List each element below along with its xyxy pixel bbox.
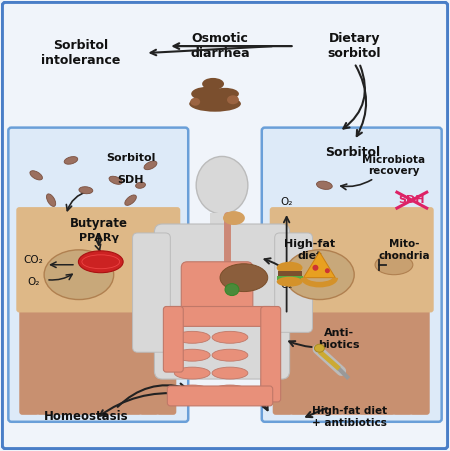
Text: Sorbitol: Sorbitol <box>324 146 380 159</box>
FancyBboxPatch shape <box>307 307 327 415</box>
FancyBboxPatch shape <box>167 307 273 327</box>
Ellipse shape <box>227 95 239 104</box>
Ellipse shape <box>212 349 248 361</box>
FancyBboxPatch shape <box>270 207 434 313</box>
Ellipse shape <box>225 284 239 295</box>
Bar <box>277 276 302 280</box>
Text: Homeostasis: Homeostasis <box>44 410 128 423</box>
Ellipse shape <box>174 331 210 343</box>
FancyBboxPatch shape <box>324 307 344 415</box>
Ellipse shape <box>190 98 200 106</box>
Ellipse shape <box>64 156 78 164</box>
FancyBboxPatch shape <box>19 307 40 415</box>
FancyBboxPatch shape <box>54 307 74 415</box>
FancyBboxPatch shape <box>358 307 378 415</box>
FancyBboxPatch shape <box>181 262 253 313</box>
Text: O₂: O₂ <box>280 280 293 290</box>
FancyBboxPatch shape <box>105 307 125 415</box>
Ellipse shape <box>174 349 210 361</box>
FancyBboxPatch shape <box>262 128 441 422</box>
Text: PPARγ: PPARγ <box>79 233 119 243</box>
Bar <box>278 271 302 278</box>
Ellipse shape <box>174 367 210 379</box>
FancyBboxPatch shape <box>122 307 142 415</box>
Ellipse shape <box>109 176 122 184</box>
Text: Sorbitol: Sorbitol <box>106 153 155 163</box>
FancyBboxPatch shape <box>139 307 159 415</box>
FancyBboxPatch shape <box>36 307 57 415</box>
Ellipse shape <box>277 262 302 274</box>
FancyBboxPatch shape <box>9 128 188 422</box>
Ellipse shape <box>78 251 123 273</box>
Text: Mito-
chondria: Mito- chondria <box>378 239 430 261</box>
Ellipse shape <box>212 331 248 343</box>
FancyBboxPatch shape <box>410 307 430 415</box>
Ellipse shape <box>212 367 248 379</box>
Bar <box>210 213 234 235</box>
FancyBboxPatch shape <box>392 307 413 415</box>
Ellipse shape <box>211 88 239 100</box>
FancyBboxPatch shape <box>341 307 361 415</box>
FancyBboxPatch shape <box>273 307 293 415</box>
Ellipse shape <box>30 171 42 180</box>
FancyBboxPatch shape <box>163 307 183 372</box>
Text: Osmotic
diarrhea: Osmotic diarrhea <box>190 32 250 60</box>
FancyBboxPatch shape <box>133 233 171 352</box>
Ellipse shape <box>174 385 210 397</box>
Ellipse shape <box>144 161 157 170</box>
FancyBboxPatch shape <box>261 307 281 402</box>
Text: Dietary
sorbitol: Dietary sorbitol <box>328 32 381 60</box>
Text: Butyrate: Butyrate <box>70 216 128 230</box>
Ellipse shape <box>223 211 245 225</box>
Ellipse shape <box>135 182 145 189</box>
Ellipse shape <box>174 313 210 325</box>
Ellipse shape <box>212 313 248 325</box>
Ellipse shape <box>312 265 319 271</box>
FancyBboxPatch shape <box>167 386 273 406</box>
FancyBboxPatch shape <box>290 307 310 415</box>
Ellipse shape <box>285 250 354 299</box>
FancyBboxPatch shape <box>71 307 91 415</box>
Polygon shape <box>303 252 335 278</box>
Ellipse shape <box>220 264 268 292</box>
FancyBboxPatch shape <box>156 307 176 415</box>
Ellipse shape <box>316 181 332 189</box>
FancyBboxPatch shape <box>16 207 180 313</box>
Ellipse shape <box>196 156 248 214</box>
Ellipse shape <box>46 194 56 207</box>
Text: O₂: O₂ <box>27 276 40 287</box>
Text: SDH: SDH <box>399 195 425 205</box>
Ellipse shape <box>315 344 324 352</box>
Text: High-fat
diet: High-fat diet <box>284 239 335 261</box>
Ellipse shape <box>202 78 224 90</box>
Text: Anti-
biotics: Anti- biotics <box>319 328 360 350</box>
Ellipse shape <box>189 96 241 112</box>
FancyBboxPatch shape <box>154 224 290 379</box>
Ellipse shape <box>325 268 330 273</box>
Text: SDH: SDH <box>117 175 144 185</box>
Ellipse shape <box>44 250 114 299</box>
FancyBboxPatch shape <box>375 307 396 415</box>
Text: Sorbitol
intolerance: Sorbitol intolerance <box>41 39 121 67</box>
Text: High-fat diet
+ antibiotics: High-fat diet + antibiotics <box>312 406 387 428</box>
FancyBboxPatch shape <box>274 233 312 332</box>
Text: O₂: O₂ <box>280 197 293 207</box>
Ellipse shape <box>375 255 413 275</box>
FancyBboxPatch shape <box>88 307 108 415</box>
Ellipse shape <box>212 385 248 397</box>
Ellipse shape <box>125 195 136 205</box>
Ellipse shape <box>277 276 302 287</box>
Ellipse shape <box>191 87 223 101</box>
Ellipse shape <box>79 187 93 194</box>
Text: CO₂: CO₂ <box>23 255 43 265</box>
Text: Microbiota
recovery: Microbiota recovery <box>362 155 426 176</box>
